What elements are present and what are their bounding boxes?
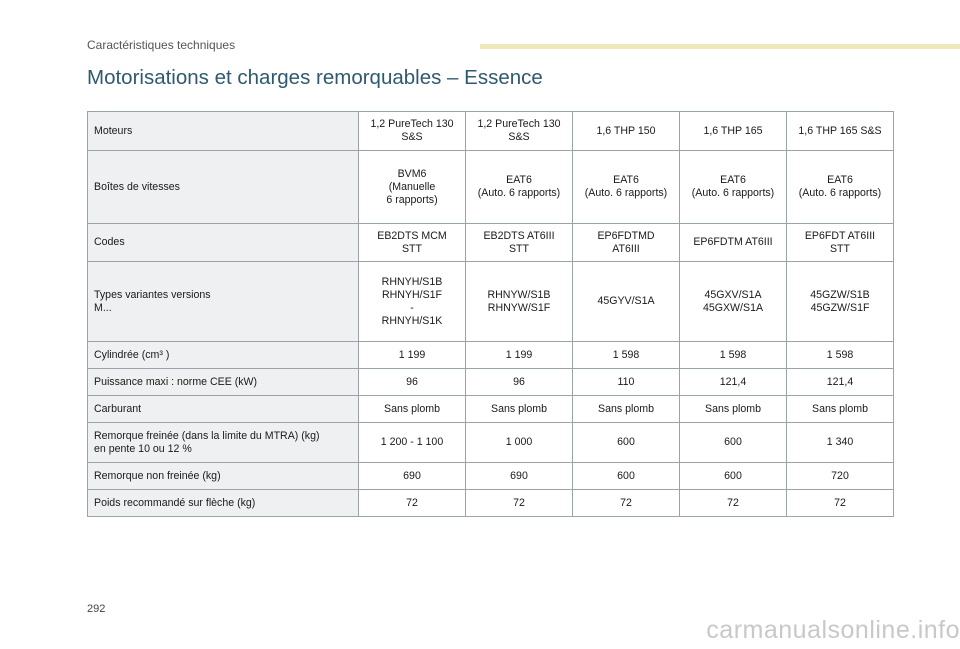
row-label: Remorque non freinée (kg) [87, 462, 359, 490]
table-cell: 1 199 [358, 341, 466, 369]
table-cell: 1 200 - 1 100 [358, 422, 466, 463]
table-row: Carburant Sans plomb Sans plomb Sans plomb S… [87, 395, 894, 423]
table-cell: EB2DTS MCM STT [358, 223, 466, 262]
table-cell: 600 [572, 422, 680, 463]
row-label: Puissance maxi : norme CEE (kW) [87, 368, 359, 396]
table-cell: Sans plomb [358, 395, 466, 423]
table-cell: 1 598 [572, 341, 680, 369]
table-cell: 96 [358, 368, 466, 396]
section-header-bar [480, 44, 960, 49]
table-row: Puissance maxi : norme CEE (kW) 96 96 110 12… [87, 368, 894, 396]
table-row: Remorque freinée (dans la limite du MTRA… [87, 422, 894, 463]
page-title: Motorisations et charges remorquables – … [87, 66, 543, 89]
table-cell: 72 [358, 489, 466, 517]
table-cell: RHNYW/S1B RHNYW/S1F [465, 261, 573, 342]
page-number: 292 [87, 603, 106, 615]
table-cell: 1 598 [786, 341, 894, 369]
table-row: Moteurs 1,2 PureTech 130 S&S 1,2 PureTech … [87, 111, 894, 151]
table-cell: 1 598 [679, 341, 787, 369]
row-label: Carburant [87, 395, 359, 423]
table-cell: 690 [358, 462, 466, 490]
table-cell: 1 340 [786, 422, 894, 463]
table-cell: 600 [572, 462, 680, 490]
table-cell: 1 199 [465, 341, 573, 369]
table-cell: 45GYV/S1A [572, 261, 680, 342]
table-cell: 45GZW/S1B 45GZW/S1F [786, 261, 894, 342]
table-cell: 1,2 PureTech 130 S&S [465, 111, 573, 151]
table-cell: 121,4 [679, 368, 787, 396]
watermark: carmanualsonline.info [706, 616, 960, 644]
table-cell: Sans plomb [679, 395, 787, 423]
row-label: Cylindrée (cm³ ) [87, 341, 359, 369]
section-label: Caractéristiques techniques [87, 38, 236, 52]
table-row: Boîtes de vitesses BVM6 (Manuelle 6 rappo… [87, 150, 894, 224]
table-cell: 1,6 THP 150 [572, 111, 680, 151]
table-cell: Sans plomb [465, 395, 573, 423]
table-cell: 600 [679, 462, 787, 490]
row-label: Poids recommandé sur flèche (kg) [87, 489, 359, 517]
table-row: Codes EB2DTS MCM STT EB2DTS AT6III STT EP6F… [87, 223, 894, 262]
table-cell: EP6FDTMD AT6III [572, 223, 680, 262]
table-cell: EB2DTS AT6III STT [465, 223, 573, 262]
table-cell: 96 [465, 368, 573, 396]
table-cell: EP6FDT AT6III STT [786, 223, 894, 262]
table-cell: EAT6 (Auto. 6 rapports) [786, 150, 894, 224]
table-cell: 45GXV/S1A 45GXW/S1A [679, 261, 787, 342]
table-cell: 121,4 [786, 368, 894, 396]
table-row: Poids recommandé sur flèche (kg) 72 72 72 72… [87, 489, 894, 517]
row-label: Remorque freinée (dans la limite du MTRA… [87, 422, 359, 463]
table-cell: 72 [786, 489, 894, 517]
table-cell: 690 [465, 462, 573, 490]
table-cell: Sans plomb [572, 395, 680, 423]
table-cell: EAT6 (Auto. 6 rapports) [679, 150, 787, 224]
table-cell: 1,2 PureTech 130 S&S [358, 111, 466, 151]
table-row: Remorque non freinée (kg) 690 690 600 600 720 [87, 462, 894, 490]
row-label: Boîtes de vitesses [87, 150, 359, 224]
table-cell: BVM6 (Manuelle 6 rapports) [358, 150, 466, 224]
table-cell: 1,6 THP 165 S&S [786, 111, 894, 151]
table-cell: Sans plomb [786, 395, 894, 423]
row-label: Types variantes versions M... [87, 261, 359, 342]
row-label: Codes [87, 223, 359, 262]
table-cell: 72 [465, 489, 573, 517]
specifications-table: Moteurs 1,2 PureTech 130 S&S 1,2 PureTech … [87, 111, 894, 517]
table-cell: 110 [572, 368, 680, 396]
table-row: Types variantes versions M... RHNYH/S1B R… [87, 261, 894, 342]
table-cell: 1 000 [465, 422, 573, 463]
table-cell: RHNYH/S1B RHNYH/S1F - RHNYH/S1K [358, 261, 466, 342]
table-cell: EAT6 (Auto. 6 rapports) [572, 150, 680, 224]
table-cell: 1,6 THP 165 [679, 111, 787, 151]
table-row: Cylindrée (cm³ ) 1 199 1 199 1 598 1 598 1 59… [87, 341, 894, 369]
table-cell: 72 [679, 489, 787, 517]
table-cell: 72 [572, 489, 680, 517]
row-label: Moteurs [87, 111, 359, 151]
table-cell: 720 [786, 462, 894, 490]
table-cell: EP6FDTM AT6III [679, 223, 787, 262]
table-cell: EAT6 (Auto. 6 rapports) [465, 150, 573, 224]
table-cell: 600 [679, 422, 787, 463]
